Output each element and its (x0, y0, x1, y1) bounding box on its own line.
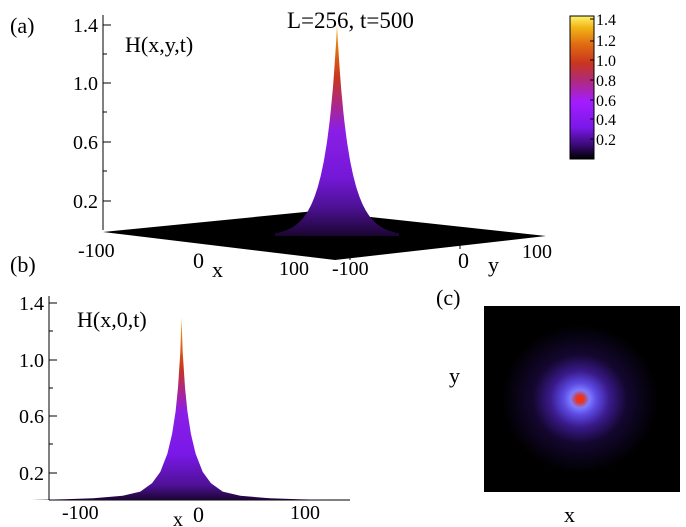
surface-peak (275, 25, 399, 236)
panel-a-z-ticks (103, 24, 111, 202)
colorbar-gradient (569, 15, 595, 160)
x-tick-label: 100 (290, 502, 320, 524)
y-tick-label: 0 (458, 248, 469, 273)
y-tick-label: 100 (522, 241, 552, 263)
y-axis-label: y (488, 252, 499, 277)
colorbar-tick-label: 0.6 (596, 93, 616, 110)
colorbar-tick-label: 0.4 (596, 112, 616, 129)
x-axis-label: x (173, 509, 183, 527)
z-tick-label: 0.2 (73, 191, 98, 213)
heatmap-ylabel: y (449, 363, 460, 388)
colorbar-tick-label: 1.0 (596, 53, 616, 70)
panel-b-y-ticks (49, 302, 57, 474)
x-axis-label: x (212, 257, 223, 282)
z-tick-label: 1.0 (73, 73, 98, 95)
x-tick-label: -100 (78, 240, 115, 262)
z-tick-label: 1.4 (73, 15, 98, 37)
x-tick-label: 100 (279, 258, 309, 280)
y-tick-label: -100 (332, 258, 369, 280)
y-tick-label: 1.4 (19, 293, 44, 315)
colorbar-tick-label: 1.2 (596, 33, 616, 50)
panel-b-label: (b) (10, 252, 36, 277)
panel-a-label: (a) (10, 13, 34, 38)
heatmap-xlabel: x (564, 502, 575, 527)
colorbar-tick-label: 1.4 (596, 12, 616, 29)
panel-a: (a) L=256, t=500 H(x,y,t) 1.4 1.0 0.6 0.… (10, 8, 616, 282)
panel-c-label: (c) (436, 285, 460, 310)
colorbar-tick-label: 0.2 (596, 132, 616, 149)
y-tick-label: 0.2 (19, 463, 44, 485)
colorbar-tick-label: 0.8 (596, 73, 616, 90)
x-tick-label: 0 (193, 248, 204, 273)
y-tick-label: 1.0 (19, 350, 44, 372)
panel-b: (b) H(x,0,t) 1.4 1.0 0.6 0.2 -100 0 100 … (10, 252, 350, 527)
panel-a-zlabel: H(x,y,t) (125, 32, 193, 57)
y-tick-label: 0.6 (19, 406, 44, 428)
x-tick-label: -100 (62, 502, 99, 524)
heatmap-peak (577, 396, 583, 402)
panel-b-ylabel: H(x,0,t) (77, 307, 147, 332)
area-series (31, 317, 332, 500)
x-tick-label: 0 (193, 502, 204, 527)
panel-a-title: L=256, t=500 (287, 8, 414, 33)
z-tick-label: 0.6 (73, 132, 98, 154)
colorbar: 1.4 1.2 1.0 0.8 0.6 0.4 0.2 (569, 12, 616, 160)
panel-c: (c) y x (436, 285, 680, 527)
